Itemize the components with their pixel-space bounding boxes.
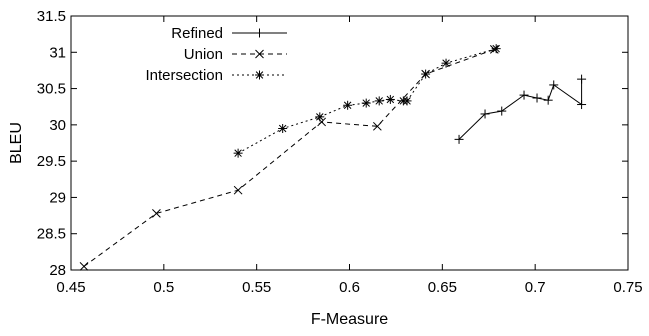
refined-point bbox=[577, 74, 587, 84]
refined-point bbox=[577, 100, 587, 110]
y-tick-label: 28 bbox=[49, 262, 66, 279]
refined-line bbox=[458, 79, 583, 140]
intersection-point bbox=[441, 58, 451, 68]
intersection-point bbox=[233, 148, 243, 158]
intersection-point bbox=[343, 100, 353, 110]
refined-point bbox=[543, 95, 553, 105]
legend-entry-union: Union bbox=[184, 46, 287, 63]
refined-point bbox=[549, 80, 559, 90]
y-tick-label: 30 bbox=[49, 117, 66, 134]
intersection-point bbox=[385, 94, 395, 104]
intersection-point bbox=[278, 123, 288, 133]
y-tick-label: 30.5 bbox=[37, 81, 66, 98]
x-tick-label: 0.7 bbox=[525, 279, 546, 296]
series-union bbox=[79, 45, 499, 271]
ticks: 0.45 0.5 0.55 0.6 0.65 0.7 0.75 28 28.5 29 29.5 30 3… bbox=[37, 8, 643, 296]
series bbox=[79, 44, 587, 271]
y-tick-label: 31 bbox=[49, 44, 66, 61]
intersection-line bbox=[237, 48, 497, 154]
legend-marker-union bbox=[255, 49, 264, 59]
x-tick-label: 0.45 bbox=[56, 279, 85, 296]
intersection-point bbox=[361, 98, 371, 108]
x-tick-label: 0.55 bbox=[242, 279, 271, 296]
legend-marker-intersection bbox=[255, 70, 264, 80]
y-axis-label: BLEU bbox=[8, 122, 25, 164]
y-tick-label: 28.5 bbox=[37, 226, 66, 243]
x-tick-label: 0.5 bbox=[153, 279, 174, 296]
union-point bbox=[79, 262, 89, 271]
x-tick-label: 0.6 bbox=[339, 279, 360, 296]
legend-label-union: Union bbox=[184, 46, 223, 63]
x-axis-label: F-Measure bbox=[311, 311, 388, 328]
series-intersection bbox=[233, 44, 501, 158]
refined-point bbox=[454, 134, 464, 144]
refined-point bbox=[497, 106, 507, 116]
union-point bbox=[152, 209, 161, 218]
refined-point bbox=[480, 109, 490, 119]
intersection-point bbox=[491, 44, 501, 54]
legend-entry-refined: Refined bbox=[171, 25, 287, 42]
y-tick-label: 31.5 bbox=[37, 8, 66, 25]
intersection-point bbox=[374, 96, 384, 106]
union-point bbox=[317, 117, 327, 127]
legend-label-refined: Refined bbox=[171, 25, 223, 42]
intersection-point bbox=[315, 112, 325, 122]
union-point bbox=[372, 121, 382, 131]
plot-frame bbox=[70, 15, 629, 271]
x-tick-label: 0.75 bbox=[613, 279, 642, 296]
legend-marker-refined bbox=[255, 28, 264, 38]
refined-point bbox=[519, 90, 529, 100]
intersection-point bbox=[402, 96, 412, 106]
y-tick-label: 29.5 bbox=[37, 153, 66, 170]
legend-label-intersection: Intersection bbox=[145, 67, 223, 84]
union-point bbox=[233, 185, 243, 195]
legend-entry-intersection: Intersection bbox=[145, 67, 287, 84]
series-refined bbox=[454, 74, 587, 144]
intersection-point bbox=[421, 69, 431, 79]
y-tick-label: 29 bbox=[49, 189, 66, 206]
legend: Refined Union Intersection bbox=[145, 25, 287, 84]
refined-point bbox=[532, 93, 542, 103]
x-tick-label: 0.65 bbox=[428, 279, 457, 296]
